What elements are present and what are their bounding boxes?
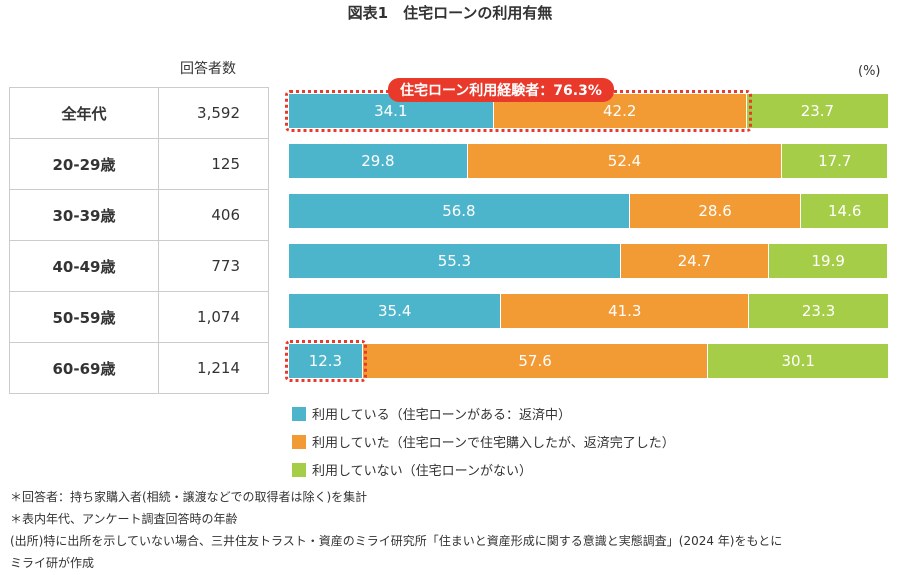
age-group: 全年代 (9, 87, 159, 139)
legend-label: 利用していた（住宅ローンで住宅購入したが、返済完了した） (312, 436, 675, 451)
legend-swatch (292, 462, 306, 477)
age-group: 20-29歳 (9, 138, 159, 190)
respondent-count: 406 (158, 189, 269, 241)
age-group: 30-39歳 (9, 189, 159, 241)
highlight-box-60s-using (285, 340, 367, 382)
bar-segment: 24.7 (620, 244, 768, 278)
legend-item: 利用している（住宅ローンがある：返済中） (292, 404, 571, 423)
table-row: 20-29歳 125 (9, 138, 269, 190)
footnote: ＊表内年代、アンケート調査回答時の年齢 (10, 512, 238, 526)
respondent-count: 773 (158, 240, 269, 292)
table-row: 40-49歳 773 (9, 240, 269, 292)
bar-segment: 23.7 (746, 94, 888, 128)
bar-segment: 23.3 (749, 294, 888, 328)
legend-label: 利用している（住宅ローンがある：返済中） (312, 408, 571, 423)
respondents-table: 全年代 3,592 20-29歳 125 30-39歳 406 40-49歳 773 50-59… (9, 87, 269, 394)
respondents-header: 回答者数 (180, 61, 236, 77)
bar-segment: 35.4 (289, 294, 501, 328)
highlight-label: 住宅ローン利用経験者：76.3% (388, 78, 614, 102)
footnote: ＊回答者：持ち家購入者(相続・譲渡などでの取得者は除く)を集計 (10, 490, 368, 504)
bar-segment: 19.9 (769, 244, 888, 278)
footnote: ミライ研が作成 (10, 556, 95, 570)
age-group: 60-69歳 (9, 342, 159, 394)
age-group: 50-59歳 (9, 291, 159, 343)
table-row: 全年代 3,592 (9, 87, 269, 139)
bar-segment: 29.8 (289, 144, 467, 178)
legend-item: 利用していた（住宅ローンで住宅購入したが、返済完了した） (292, 432, 675, 451)
age-group: 40-49歳 (9, 240, 159, 292)
bar-segment: 30.1 (708, 344, 888, 378)
bar-segment: 56.8 (289, 194, 629, 228)
bar-segment: 57.6 (362, 344, 708, 378)
chart-title: 図表1 住宅ローンの利用有無 (347, 4, 553, 22)
respondent-count: 1,214 (158, 342, 269, 394)
bar-segment: 12.3 (289, 344, 362, 378)
bar-segment: 17.7 (782, 144, 888, 178)
unit-label: (%) (858, 64, 881, 79)
bar-segment: 14.6 (801, 194, 888, 228)
legend-label: 利用していない（住宅ローンがない） (312, 464, 532, 479)
bar-segment: 52.4 (467, 144, 782, 178)
table-row: 30-39歳 406 (9, 189, 269, 241)
respondent-count: 3,592 (158, 87, 269, 139)
respondent-count: 1,074 (158, 291, 269, 343)
bar-segment: 28.6 (629, 194, 801, 228)
legend-item: 利用していない（住宅ローンがない） (292, 460, 532, 479)
table-row: 60-69歳 1,214 (9, 342, 269, 394)
respondent-count: 125 (158, 138, 269, 190)
table-row: 50-59歳 1,074 (9, 291, 269, 343)
bar-segment: 55.3 (289, 244, 620, 278)
legend-swatch (292, 434, 306, 449)
footnote: (出所)特に出所を示していない場合、三井住友トラスト・資産のミライ研究所「住まい… (10, 534, 783, 548)
legend-swatch (292, 406, 306, 421)
bar-segment: 41.3 (501, 294, 749, 328)
